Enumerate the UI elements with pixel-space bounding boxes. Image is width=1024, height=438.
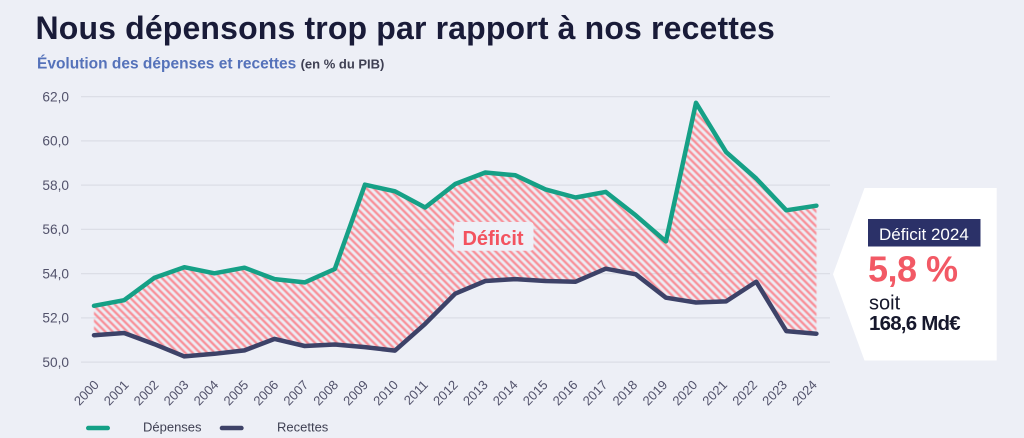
svg-text:2008: 2008	[310, 377, 341, 408]
svg-text:2017: 2017	[580, 377, 611, 408]
svg-text:2007: 2007	[280, 377, 311, 408]
svg-text:2020: 2020	[669, 377, 700, 408]
svg-text:58,0: 58,0	[42, 178, 69, 193]
svg-text:2011: 2011	[401, 377, 431, 408]
svg-text:soit: soit	[869, 292, 901, 314]
svg-text:52,0: 52,0	[42, 311, 69, 326]
svg-text:2003: 2003	[161, 377, 192, 408]
svg-text:Déficit 2024: Déficit 2024	[879, 225, 969, 244]
svg-text:2004: 2004	[191, 377, 222, 408]
svg-text:Dépenses: Dépenses	[143, 420, 202, 435]
svg-text:50,0: 50,0	[42, 355, 69, 370]
svg-text:Évolution des dépenses et rece: Évolution des dépenses et recettes (en %…	[37, 56, 384, 73]
svg-text:168,6 Md€: 168,6 Md€	[869, 312, 961, 335]
svg-text:2018: 2018	[609, 377, 640, 408]
svg-text:Déficit: Déficit	[462, 228, 523, 250]
svg-text:Nous dépensons trop par rappor: Nous dépensons trop par rapport à nos re…	[36, 10, 776, 46]
svg-text:2001: 2001	[101, 377, 132, 408]
svg-text:2021: 2021	[699, 377, 730, 408]
svg-text:56,0: 56,0	[42, 222, 69, 237]
svg-text:60,0: 60,0	[42, 134, 69, 149]
svg-text:2015: 2015	[520, 377, 551, 408]
svg-text:2016: 2016	[550, 377, 581, 408]
svg-text:62,0: 62,0	[42, 89, 69, 104]
svg-text:2005: 2005	[220, 377, 251, 408]
svg-text:2006: 2006	[250, 377, 281, 408]
svg-text:2013: 2013	[460, 377, 491, 408]
svg-text:54,0: 54,0	[42, 266, 69, 281]
svg-text:2019: 2019	[639, 377, 670, 408]
svg-text:Recettes: Recettes	[277, 420, 329, 435]
svg-text:2022: 2022	[729, 377, 760, 408]
svg-text:2023: 2023	[759, 377, 790, 408]
svg-text:5,8 %: 5,8 %	[868, 248, 958, 289]
svg-text:2012: 2012	[430, 377, 461, 408]
svg-text:2000: 2000	[71, 377, 102, 408]
svg-text:2010: 2010	[370, 377, 401, 408]
svg-text:2009: 2009	[340, 377, 371, 408]
svg-text:2002: 2002	[131, 377, 162, 408]
svg-text:2024: 2024	[789, 377, 820, 408]
svg-text:2014: 2014	[490, 377, 521, 408]
